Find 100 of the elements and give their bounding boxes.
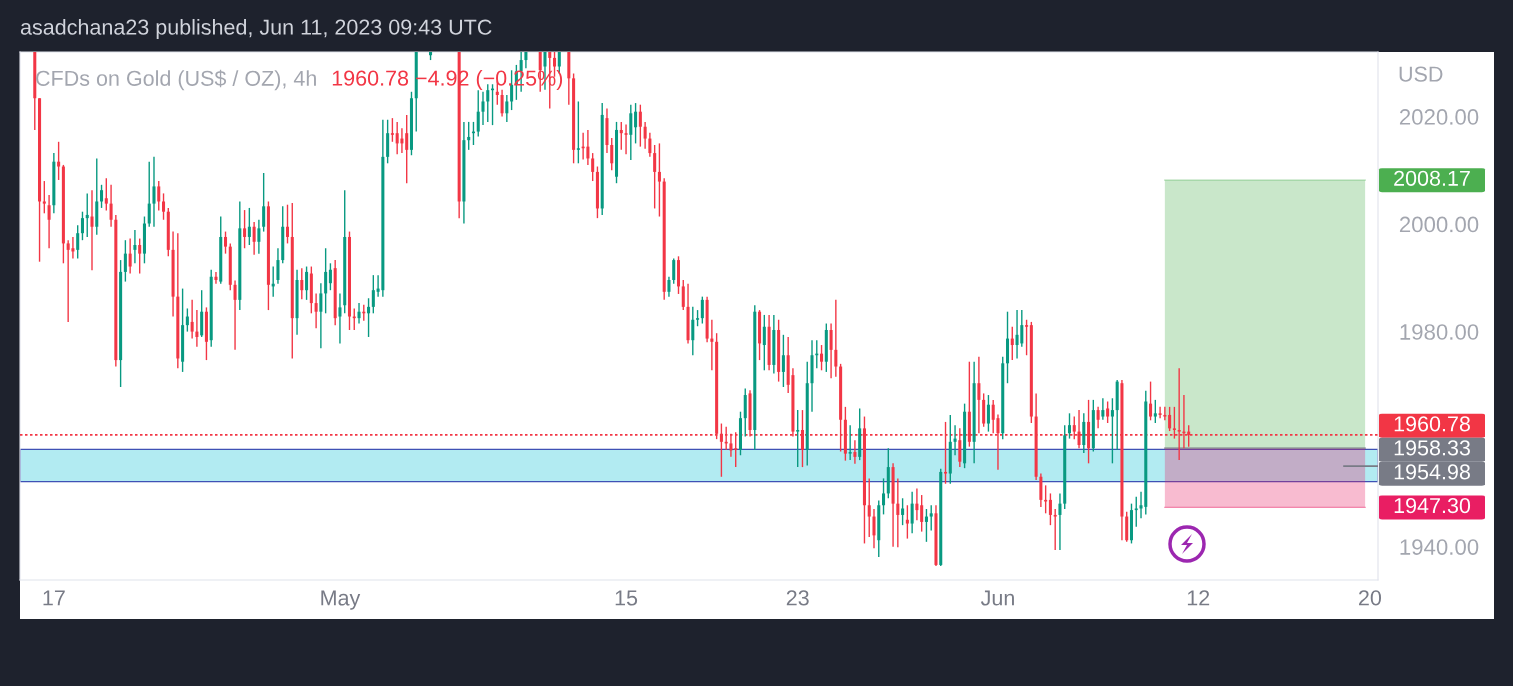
- candlestick: [591, 152, 595, 182]
- candlestick: [667, 276, 671, 298]
- candlestick: [681, 279, 685, 311]
- ref-line-label: 1960.78: [1394, 416, 1470, 432]
- candlestick: [1082, 412, 1086, 454]
- candlestick: [100, 184, 104, 209]
- candlestick: [223, 230, 228, 255]
- candlestick: [338, 292, 342, 345]
- candlestick: [1039, 472, 1043, 508]
- candlestick: [328, 262, 332, 291]
- candlestick: [834, 299, 838, 378]
- candlestick: [314, 292, 318, 330]
- candlestick: [648, 131, 652, 158]
- candlestick: [1158, 406, 1162, 419]
- candlestick: [276, 247, 280, 285]
- candlestick: [1096, 406, 1100, 430]
- candlestick: [1101, 397, 1105, 421]
- candlestick: [1134, 495, 1138, 528]
- candlestick: [243, 209, 247, 249]
- ref-line-label: 1954.98: [1394, 464, 1470, 480]
- candlestick: [1020, 309, 1024, 348]
- candlestick: [796, 409, 800, 468]
- candlestick: [638, 103, 642, 148]
- candlestick: [629, 103, 633, 161]
- x-tick-label: 17: [43, 590, 65, 606]
- candlestick: [991, 399, 995, 434]
- candlestick: [90, 189, 94, 271]
- candlestick: [1153, 399, 1157, 424]
- x-tick-label: 23: [786, 590, 809, 606]
- candlestick: [66, 239, 70, 323]
- candlestick: [300, 267, 304, 301]
- candlestick: [915, 487, 919, 522]
- candlestick: [80, 210, 84, 241]
- candlestick: [57, 141, 61, 181]
- candlestick: [152, 156, 156, 228]
- candlestick: [123, 239, 127, 283]
- candlestick: [882, 477, 886, 516]
- candlestick: [162, 192, 166, 221]
- candlestick: [252, 221, 256, 256]
- candlestick: [128, 237, 132, 275]
- candlestick: [405, 114, 409, 184]
- candlestick: [147, 160, 151, 228]
- candlestick: [781, 334, 785, 388]
- candlestick: [185, 307, 189, 333]
- candlestick: [395, 121, 399, 155]
- candlestick: [476, 89, 480, 138]
- candlestick: [257, 219, 261, 255]
- candlestick: [953, 424, 957, 456]
- candlestick: [247, 207, 251, 246]
- x-tick-label: 20: [1359, 590, 1382, 606]
- candlestick: [905, 504, 909, 540]
- candlestick: [910, 491, 914, 534]
- candlestick: [262, 172, 266, 233]
- candlestick: [657, 142, 661, 218]
- candlestick: [357, 302, 361, 325]
- candlestick: [920, 494, 924, 533]
- candlestick: [1163, 406, 1167, 422]
- candlestick: [1058, 492, 1062, 551]
- y-tick-label: 1940.00: [1400, 539, 1479, 555]
- candlestick: [634, 102, 638, 145]
- candlestick: [977, 356, 981, 434]
- data-label: 1947.30: [1394, 497, 1471, 514]
- candlestick: [390, 117, 394, 143]
- candlestick: [214, 271, 218, 285]
- x-tick-label: 15: [615, 590, 638, 606]
- candlestick: [305, 265, 309, 301]
- candlestick: [653, 144, 657, 210]
- candlestick: [901, 497, 905, 526]
- text: asadchana23 published, Jun 11, 2023 09:43 UTC: [20, 18, 492, 40]
- candlestick: [481, 91, 485, 126]
- candlestick: [1125, 511, 1129, 543]
- candlestick: [467, 121, 471, 151]
- candlestick: [820, 344, 824, 372]
- candlestick: [386, 119, 390, 164]
- candlestick: [929, 504, 933, 532]
- candlestick: [986, 394, 990, 433]
- candlestick: [1025, 319, 1029, 356]
- candlestick: [710, 319, 714, 372]
- candlestick: [133, 229, 137, 265]
- candlestick: [157, 180, 161, 212]
- candlestick: [324, 247, 328, 315]
- candlestick: [610, 137, 614, 171]
- candlestick: [319, 282, 323, 349]
- candlestick: [576, 100, 580, 164]
- candlestick: [719, 422, 723, 478]
- candlestick: [85, 192, 89, 238]
- y-tick-label: 2020.00: [1399, 109, 1479, 125]
- y-axis-title: USD: [1399, 66, 1443, 82]
- candlestick: [619, 121, 623, 151]
- y-tick-label: 2000.00: [1399, 216, 1479, 233]
- candlestick: [853, 439, 857, 465]
- candlestick: [1048, 492, 1052, 526]
- candlestick: [109, 184, 113, 228]
- candlestick: [47, 194, 51, 249]
- candlestick: [743, 387, 747, 438]
- candlestick: [285, 204, 290, 245]
- x-tick-label: 12: [1187, 590, 1210, 606]
- candlestick: [924, 508, 928, 543]
- candlestick: [672, 257, 676, 285]
- candlestick: [1106, 400, 1110, 424]
